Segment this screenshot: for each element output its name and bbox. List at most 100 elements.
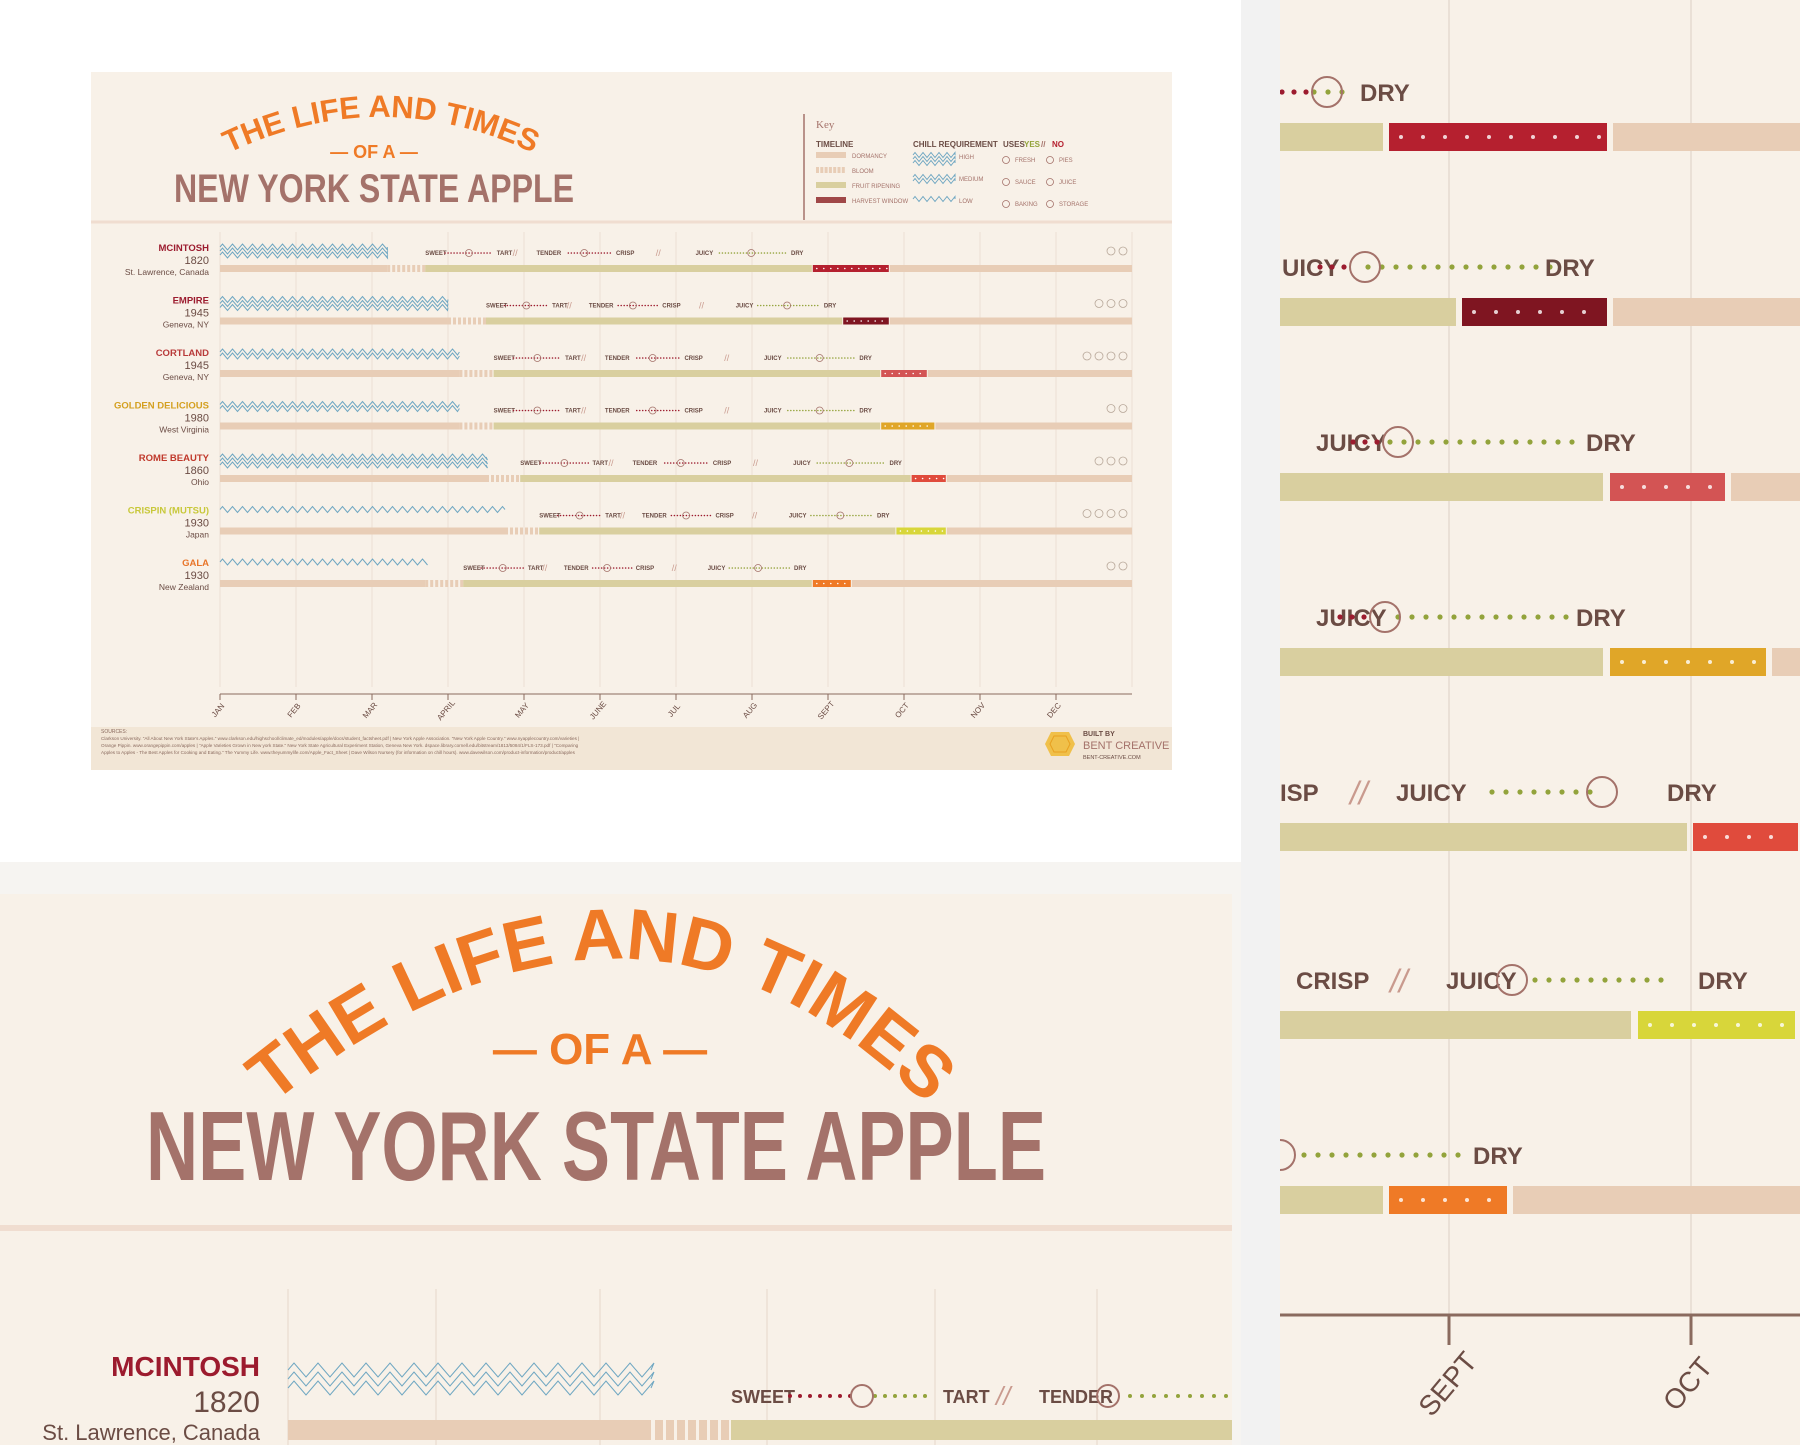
taste-dots-dot: [582, 252, 585, 254]
taste-dots-dot: [638, 409, 641, 412]
taste-dots-dot: [840, 462, 843, 464]
harvest-bar: [881, 422, 935, 430]
key-chill-heading: CHILL REQUIREMENT: [913, 140, 998, 149]
zoom-row-harvest-dot: [1642, 660, 1646, 664]
taste-word-dry: DRY: [859, 409, 871, 415]
taste-dots-dot: [518, 409, 521, 412]
zoom-row-dry: DRY: [1586, 430, 1636, 457]
zoom-row-dots-dot: [1329, 1152, 1335, 1158]
taste-dots-dot: [583, 514, 586, 517]
zoom-row-dots-red-dot: [1361, 614, 1367, 620]
zoom-row-harvest-dot: [1509, 135, 1513, 139]
key-swatch-3: [816, 197, 846, 203]
bloom-segment: [489, 370, 493, 377]
harvest-dot: [921, 477, 924, 480]
sources-line1: Clarkson University. "All About New York…: [101, 736, 579, 741]
taste-word-juicy: JUICY: [789, 514, 807, 520]
harvest-dot: [823, 267, 825, 270]
zoom-row-dots-dot: [1387, 439, 1393, 445]
taste-sep: //: [753, 458, 759, 468]
taste-dots-dot: [647, 304, 649, 307]
taste-dots-dot: [486, 252, 488, 254]
taste-dots-dot: [728, 567, 731, 569]
chill-wave: [219, 243, 389, 252]
chill-wave: [219, 352, 460, 360]
zoom-row-harvest-dot: [1494, 310, 1498, 314]
taste-dots-dot: [808, 357, 810, 359]
harvest-dot: [912, 372, 914, 375]
taste-dots: [444, 252, 491, 254]
taste-dots-dot: [522, 567, 524, 569]
taste-dots-dot: [816, 462, 819, 464]
taste-dots-dot: [763, 252, 766, 254]
zoom-row-dots-dot: [1315, 1152, 1321, 1158]
taste-marker: [628, 301, 637, 310]
taste-dots-dot: [653, 304, 655, 307]
zoom-row-dots-dot: [1421, 264, 1427, 270]
taste-dots-dot: [557, 462, 560, 464]
taste-dots-dot: [813, 304, 816, 307]
taste-dots-dot: [835, 357, 837, 359]
taste-word-crisp: CRISP: [616, 251, 634, 257]
taste-dots-dot: [600, 252, 603, 254]
apple-year: 1980: [185, 413, 209, 425]
zoom-dots-green-dot: [1140, 1394, 1144, 1398]
zoom-title-card: THE LIFE AND TIMES — OF A — NEW YORK STA…: [0, 894, 1232, 1445]
zoom-row-marker: [1280, 1139, 1296, 1171]
sources-line2: Orange Pippin. www.orangepippin.com/appl…: [101, 743, 579, 748]
bloom-segment: [491, 475, 494, 482]
taste-dots-dot: [483, 252, 485, 254]
use-icon: [1082, 351, 1092, 361]
taste-marker: [575, 511, 584, 520]
zoom-harvest-row: DRY: [1280, 1139, 1800, 1214]
taste-dots-dot: [489, 567, 491, 569]
taste-dots-dot: [768, 304, 771, 307]
taste-dots-dot: [700, 514, 703, 517]
taste-dots-dot: [781, 252, 784, 254]
zoom-row-dots-red-dot: [1280, 89, 1285, 95]
taste-marker: [533, 354, 542, 362]
zoom-row-sep: //: [1388, 963, 1411, 999]
zoom-dots-red-dot: [798, 1394, 802, 1398]
taste-dots-dot: [512, 304, 515, 307]
use-icon: [1106, 351, 1116, 361]
zoom-row-ripening: [1280, 473, 1603, 501]
taste-dots-dot: [785, 567, 788, 569]
zoom-row-dots-red: [1337, 614, 1367, 620]
zoom-row-dots-dot: [1546, 977, 1552, 983]
taste-sep: //: [609, 458, 615, 468]
zoom-row-harvest-dot: [1708, 485, 1712, 489]
taste-dots-dot: [699, 462, 702, 464]
harvest-dot: [823, 582, 825, 585]
zoom-row-dots-dot: [1365, 264, 1371, 270]
bloom-segment: [489, 422, 493, 430]
taste-sep: //: [620, 511, 626, 521]
taste-dots-dot: [626, 304, 628, 307]
taste-dots-dot: [784, 252, 787, 254]
zoom-row-dots-dot: [1479, 614, 1485, 620]
taste-dots: [512, 409, 560, 412]
taste-dots-dot: [831, 514, 833, 517]
bloom-segment: [535, 527, 538, 535]
taste-dots-dot: [779, 567, 782, 569]
zoom-bloom-segment: [710, 1420, 718, 1440]
harvest-dot: [898, 425, 900, 427]
taste-dots-dot: [826, 357, 828, 359]
taste-dots-dot: [617, 304, 619, 307]
taste-dots-dot: [570, 252, 573, 254]
month-label-april: APRIL: [435, 698, 457, 722]
zoom-row-harvest-dot: [1487, 1198, 1491, 1202]
taste-dots-dot: [730, 252, 733, 254]
taste-dots-dot: [492, 567, 494, 569]
use-icon: [1106, 299, 1116, 308]
bloom-segment: [464, 422, 468, 430]
taste-dots-dot: [606, 567, 609, 569]
chill-wave: [219, 461, 488, 469]
zoom-row-dots-dot: [1393, 264, 1399, 270]
taste-dots-dot: [527, 409, 530, 412]
taste-dots-dot: [627, 567, 630, 569]
taste-marker: [754, 564, 762, 572]
zoom-row-dots-dot: [1463, 264, 1469, 270]
chill-wave: [219, 400, 460, 409]
chill-wave: [219, 505, 506, 514]
